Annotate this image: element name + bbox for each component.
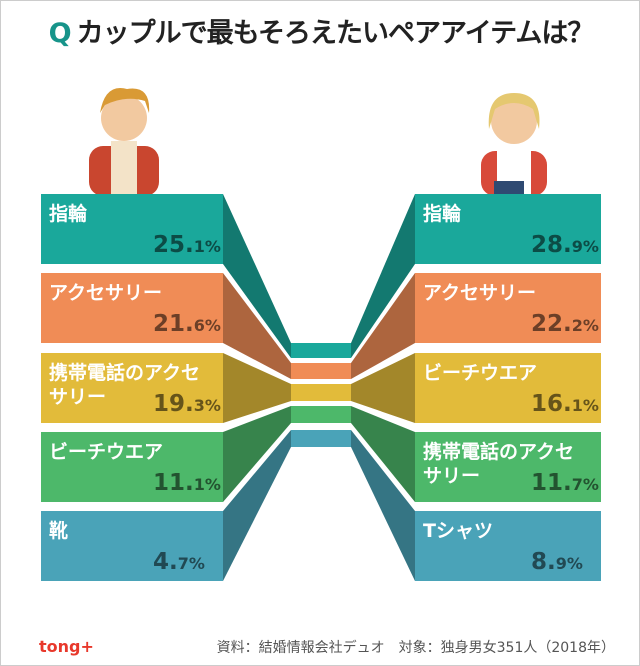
bar-value: 8.9% xyxy=(531,549,583,575)
bar-label: 指輪 xyxy=(49,203,88,225)
source-note: 資料：結婚情報会社デュオ 対象：独身男女351人（2018年） xyxy=(216,640,615,656)
funnel-left-3 xyxy=(223,406,291,502)
bar-male-3 xyxy=(41,432,223,502)
funnel-right-1 xyxy=(351,273,415,379)
bar-value: 11.1% xyxy=(153,470,221,496)
center-stripe xyxy=(291,363,351,379)
center-stripe xyxy=(291,343,351,358)
bar-male-0 xyxy=(41,194,223,264)
bar-value: 28.9% xyxy=(531,232,599,258)
bar-value: 21.6% xyxy=(153,311,221,337)
bar-female-4 xyxy=(415,511,601,581)
bar-label: ビーチウエア xyxy=(49,441,164,463)
center-stripe xyxy=(291,406,351,423)
bar-label: Tシャツ xyxy=(423,520,493,542)
bar-value: 16.1% xyxy=(531,391,599,417)
bar-label: 靴 xyxy=(49,520,69,542)
bar-label: アクセサリー xyxy=(423,282,537,304)
bar-label: アクセサリー xyxy=(49,282,163,304)
bar-male-4 xyxy=(41,511,223,581)
funnel-left-0 xyxy=(223,194,291,358)
funnel-right-0 xyxy=(351,194,415,358)
bar-value: 11.7% xyxy=(531,470,599,496)
center-stripe xyxy=(291,384,351,401)
bar-label: 携帯電話のアクセサリー xyxy=(49,362,201,408)
bar-label: 指輪 xyxy=(423,203,462,225)
bar-male-1 xyxy=(41,273,223,343)
bar-female-3 xyxy=(415,432,601,502)
bar-label: 携帯電話のアクセサリー xyxy=(423,441,575,487)
funnel-right-3 xyxy=(351,406,415,502)
bar-value: 4.7% xyxy=(153,549,205,575)
page-title: Q カップルで最もそろえたいペアアイテムは？ xyxy=(1,11,639,50)
tong-logo: tong+ xyxy=(39,637,94,656)
funnel-left-1 xyxy=(223,273,291,379)
bar-value: 22.2% xyxy=(531,311,599,337)
q-mark: Q xyxy=(48,18,72,49)
funnel-right-4 xyxy=(351,430,415,581)
funnel-left-2 xyxy=(223,353,291,423)
funnel-right-2 xyxy=(351,353,415,423)
man-illustration xyxy=(89,88,159,196)
bar-female-2 xyxy=(415,353,601,423)
bar-value: 19.3% xyxy=(153,391,221,417)
bar-label: ビーチウエア xyxy=(423,362,538,384)
bar-value: 25.1% xyxy=(153,232,221,258)
funnel-left-4 xyxy=(223,430,291,581)
woman-illustration xyxy=(481,93,547,196)
bar-female-0 xyxy=(415,194,601,264)
bar-female-1 xyxy=(415,273,601,343)
center-stripe xyxy=(291,430,351,447)
bar-male-2 xyxy=(41,353,223,423)
title-text: カップルで最もそろえたいペアアイテムは？ xyxy=(76,18,595,49)
